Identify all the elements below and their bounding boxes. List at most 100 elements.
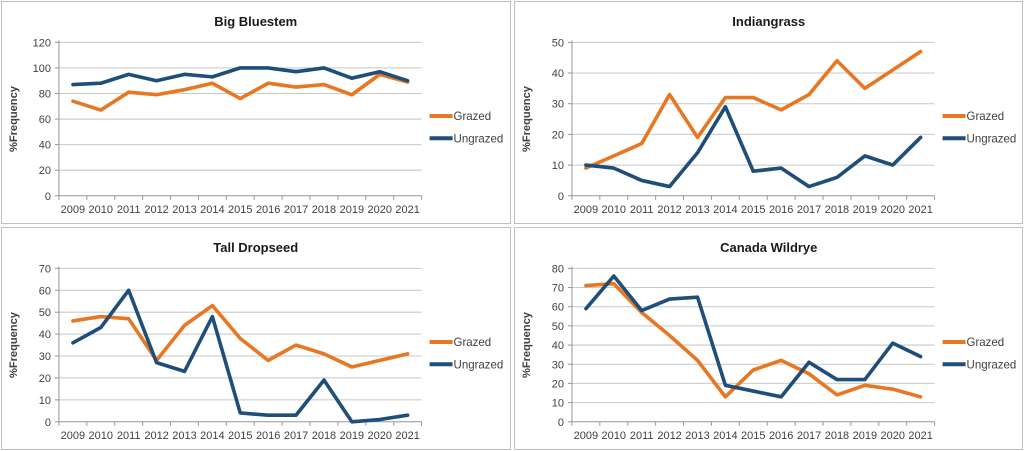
y-tick-label: 30	[39, 351, 51, 363]
legend-label-grazed: Grazed	[966, 337, 1004, 349]
x-tick-label: 2015	[741, 430, 765, 442]
x-tick-label: 2010	[601, 204, 625, 216]
x-tick-label: 2010	[89, 204, 113, 216]
series-line-grazed	[71, 303, 410, 369]
y-tick-label: 60	[39, 114, 51, 126]
y-tick-label: 10	[39, 395, 51, 407]
x-tick-label: 2017	[796, 430, 820, 442]
y-tick-label: 40	[551, 340, 563, 352]
series-line-grazed	[71, 72, 410, 112]
x-tick-label: 2021	[908, 204, 932, 216]
y-tick-label: 20	[551, 129, 563, 141]
x-tick-label: 2021	[395, 430, 419, 442]
x-tick-label: 2011	[117, 430, 141, 442]
y-tick-label: 0	[45, 191, 51, 203]
x-tick-label: 2013	[685, 204, 709, 216]
x-tick-label: 2009	[61, 430, 85, 442]
x-tick-label: 2016	[256, 204, 280, 216]
x-tick-label: 2018	[824, 204, 848, 216]
legend-label-grazed: Grazed	[454, 337, 492, 349]
y-tick-label: 50	[551, 37, 563, 49]
series-line-ungrazed	[71, 66, 410, 87]
x-tick-label: 2014	[713, 204, 737, 216]
x-tick-label: 2014	[200, 204, 224, 216]
y-axis-label: %Frequency	[8, 311, 20, 378]
y-tick-label: 20	[39, 373, 51, 385]
chart-title: Canada Wildrye	[720, 240, 817, 255]
x-tick-label: 2018	[824, 430, 848, 442]
y-axis-label: %Frequency	[8, 85, 20, 152]
x-tick-label: 2019	[340, 204, 364, 216]
x-tick-label: 2011	[629, 430, 653, 442]
x-tick-label: 2014	[713, 430, 737, 442]
x-tick-label: 2010	[601, 430, 625, 442]
y-tick-label: 40	[39, 140, 51, 152]
x-tick-label: 2021	[395, 204, 419, 216]
chart-canada-wildrye: Canada Wildrye 0 10 20 30 40 50 60 70 80 2009 2010 2…	[521, 240, 1016, 442]
x-tick-label: 2016	[256, 430, 280, 442]
y-tick-label: 60	[39, 285, 51, 297]
x-tick-label: 2015	[741, 204, 765, 216]
x-tick-label: 2012	[657, 204, 681, 216]
y-tick-label: 30	[551, 99, 563, 111]
chart-panel-tall-dropseed: Tall Dropseed 0 10 20 30 40 50 60 70 2009 2010 2011…	[1, 227, 511, 450]
series-line-grazed	[583, 49, 922, 170]
x-tick-label: 2013	[685, 430, 709, 442]
legend-label-grazed: Grazed	[966, 111, 1004, 123]
y-axis-label: %Frequency	[521, 85, 533, 152]
x-tick-label: 2019	[852, 430, 876, 442]
x-tick-label: 2018	[312, 204, 336, 216]
y-tick-label: 20	[551, 378, 563, 390]
x-tick-label: 2011	[117, 204, 141, 216]
y-tick-label: 10	[551, 160, 563, 172]
x-tick-label: 2015	[228, 204, 252, 216]
y-tick-label: 0	[557, 191, 563, 203]
x-tick-label: 2020	[880, 430, 904, 442]
legend-label-ungrazed: Ungrazed	[966, 359, 1016, 371]
y-tick-label: 80	[551, 263, 563, 275]
x-tick-label: 2009	[573, 204, 597, 216]
y-tick-label: 40	[551, 68, 563, 80]
y-tick-label: 50	[551, 321, 563, 333]
y-tick-label: 40	[39, 329, 51, 341]
chart-title: Tall Dropseed	[213, 240, 298, 255]
x-tick-label: 2013	[172, 430, 196, 442]
y-tick-label: 0	[557, 417, 563, 429]
chart-panel-canada-wildrye: Canada Wildrye 0 10 20 30 40 50 60 70 80 2009 2010 2…	[513, 227, 1023, 450]
x-tick-label: 2015	[228, 430, 252, 442]
chart-title: Big Bluestem	[214, 14, 297, 29]
x-tick-label: 2013	[172, 204, 196, 216]
x-tick-label: 2010	[89, 430, 113, 442]
x-tick-label: 2017	[284, 430, 308, 442]
x-tick-label: 2011	[629, 204, 653, 216]
chart-title: Indiangrass	[732, 14, 805, 29]
x-tick-label: 2020	[880, 204, 904, 216]
x-tick-label: 2009	[573, 430, 597, 442]
y-tick-label: 70	[39, 263, 51, 275]
x-tick-label: 2019	[340, 430, 364, 442]
y-tick-label: 100	[33, 63, 51, 75]
chart-panel-big-bluestem: Big Bluestem 0 20 40 60 80 100 120 2009 2010 2011 2…	[1, 1, 511, 224]
y-tick-label: 10	[551, 398, 563, 410]
legend-label-grazed: Grazed	[454, 111, 492, 123]
legend-label-ungrazed: Ungrazed	[966, 133, 1016, 145]
x-tick-label: 2012	[144, 204, 168, 216]
x-tick-label: 2012	[144, 430, 168, 442]
x-tick-label: 2014	[200, 430, 224, 442]
x-tick-label: 2016	[768, 430, 792, 442]
y-tick-label: 80	[39, 88, 51, 100]
y-tick-label: 0	[45, 417, 51, 429]
y-tick-label: 120	[33, 37, 51, 49]
x-tick-label: 2018	[312, 430, 336, 442]
y-tick-label: 60	[551, 302, 563, 314]
x-tick-label: 2017	[796, 204, 820, 216]
x-tick-label: 2019	[852, 204, 876, 216]
y-tick-label: 30	[551, 359, 563, 371]
x-tick-label: 2016	[768, 204, 792, 216]
series-line-grazed	[583, 281, 922, 399]
x-tick-label: 2021	[908, 430, 932, 442]
series-line-ungrazed	[583, 274, 922, 399]
series-line-ungrazed	[71, 288, 410, 424]
